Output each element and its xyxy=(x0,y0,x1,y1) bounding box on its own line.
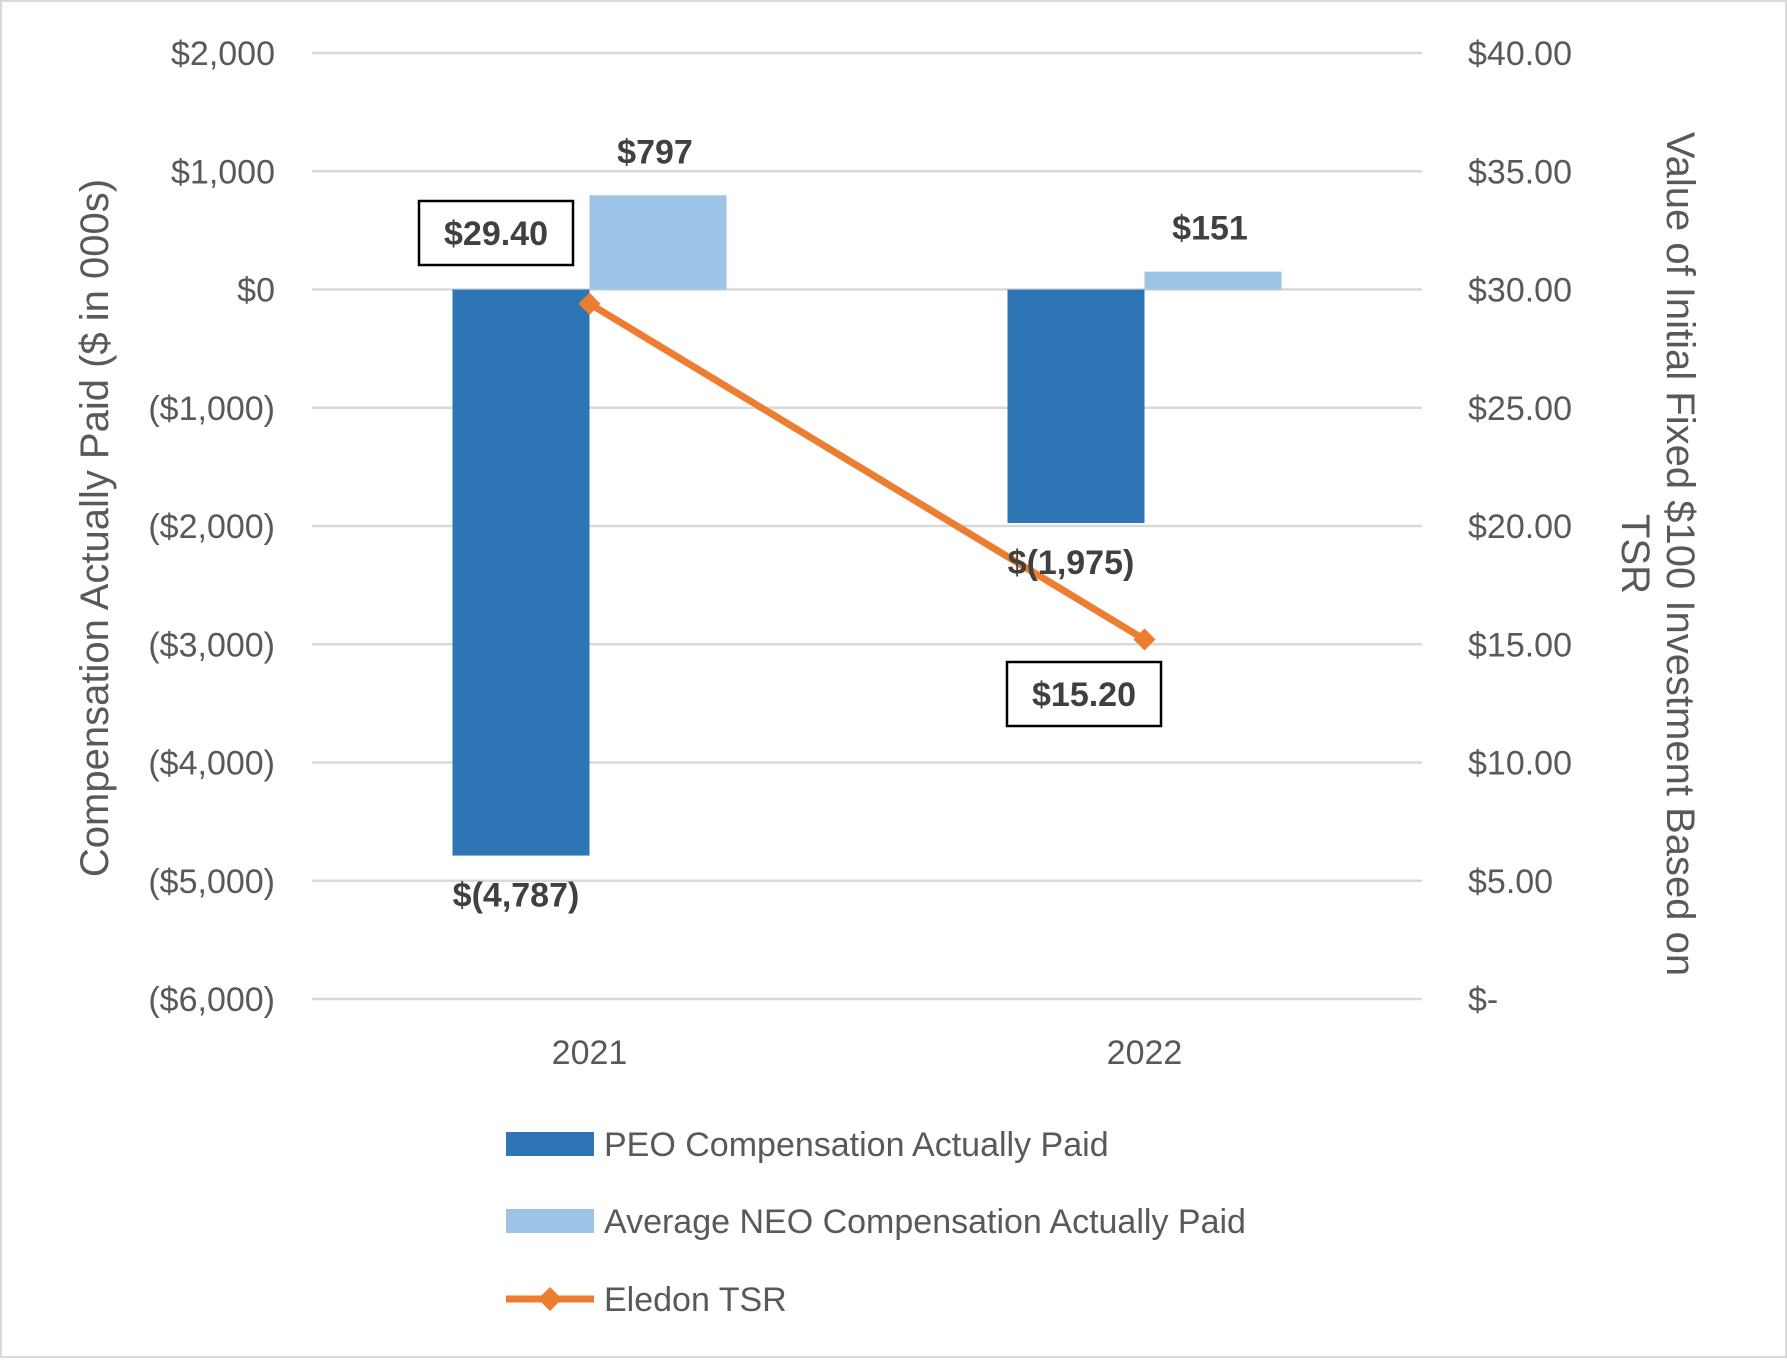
left-tick-label: ($3,000) xyxy=(148,626,275,664)
right-axis-title-line-1: Value of Initial Fixed $100 Investment B… xyxy=(1658,132,1702,976)
category-label: 2022 xyxy=(1107,1034,1183,1072)
right-axis-title-line-2: TSR xyxy=(1613,514,1657,594)
bars xyxy=(452,195,1282,856)
left-tick-label: ($1,000) xyxy=(148,390,275,428)
bar-peo-compensation-actually-paid xyxy=(452,289,590,856)
legend-label: Eledon TSR xyxy=(604,1281,787,1319)
axes: Compensation Actually Paid ($ in 000s) V… xyxy=(73,35,1702,1072)
left-tick-label: ($4,000) xyxy=(148,745,275,783)
bar-data-label: $(4,787) xyxy=(453,877,580,915)
right-tick-label: $- xyxy=(1468,981,1498,1019)
left-axis-title: Compensation Actually Paid ($ in 000s) xyxy=(73,179,117,877)
bar-average-neo-compensation-actually-paid xyxy=(589,195,727,290)
left-tick-label: ($6,000) xyxy=(148,981,275,1019)
right-tick-label: $35.00 xyxy=(1468,153,1572,191)
tsr-line xyxy=(578,292,1156,651)
legend-swatch xyxy=(506,1209,594,1233)
right-tick-label: $25.00 xyxy=(1468,390,1572,428)
right-tick-label: $40.00 xyxy=(1468,35,1572,73)
right-tick-label: $15.00 xyxy=(1468,626,1572,664)
bar-data-label: $797 xyxy=(617,133,693,171)
right-tick-label: $20.00 xyxy=(1468,508,1572,546)
right-tick-label: $30.00 xyxy=(1468,272,1572,310)
bar-average-neo-compensation-actually-paid xyxy=(1144,271,1282,290)
left-tick-label: ($2,000) xyxy=(148,508,275,546)
legend-swatch xyxy=(506,1132,594,1156)
right-axis-title: Value of Initial Fixed $100 Investment B… xyxy=(1658,132,1702,976)
legend-label: PEO Compensation Actually Paid xyxy=(604,1126,1109,1164)
data-labels: $(4,787) $(1,975) $797 $151 $29.40 $15.20 xyxy=(417,133,1248,915)
tsr-label-box xyxy=(417,199,575,267)
bar-data-label: $151 xyxy=(1172,210,1248,248)
left-tick-label: $0 xyxy=(237,272,275,310)
category-label: 2021 xyxy=(552,1034,628,1072)
left-tick-label: $1,000 xyxy=(171,153,275,191)
right-tick-label: $10.00 xyxy=(1468,745,1572,783)
legend: PEO Compensation Actually Paid Average NE… xyxy=(506,1126,1246,1319)
tsr-line-path xyxy=(586,300,1148,644)
tsr-label-box xyxy=(1005,660,1163,728)
right-tick-label: $5.00 xyxy=(1468,863,1553,901)
tsr-data-label: $15.20 xyxy=(1032,676,1136,714)
tsr-data-label: $29.40 xyxy=(444,215,548,253)
left-tick-label: $2,000 xyxy=(171,35,275,73)
tsr-marker xyxy=(1133,628,1156,651)
left-tick-label: ($5,000) xyxy=(148,863,275,901)
legend-label: Average NEO Compensation Actually Paid xyxy=(604,1203,1246,1241)
bar-data-label: $(1,975) xyxy=(1008,544,1135,582)
bar-peo-compensation-actually-paid xyxy=(1007,289,1145,524)
legend-marker xyxy=(538,1287,562,1311)
tsr-marker xyxy=(578,292,601,315)
right-axis-title-line-2-text: TSR xyxy=(1613,514,1657,594)
